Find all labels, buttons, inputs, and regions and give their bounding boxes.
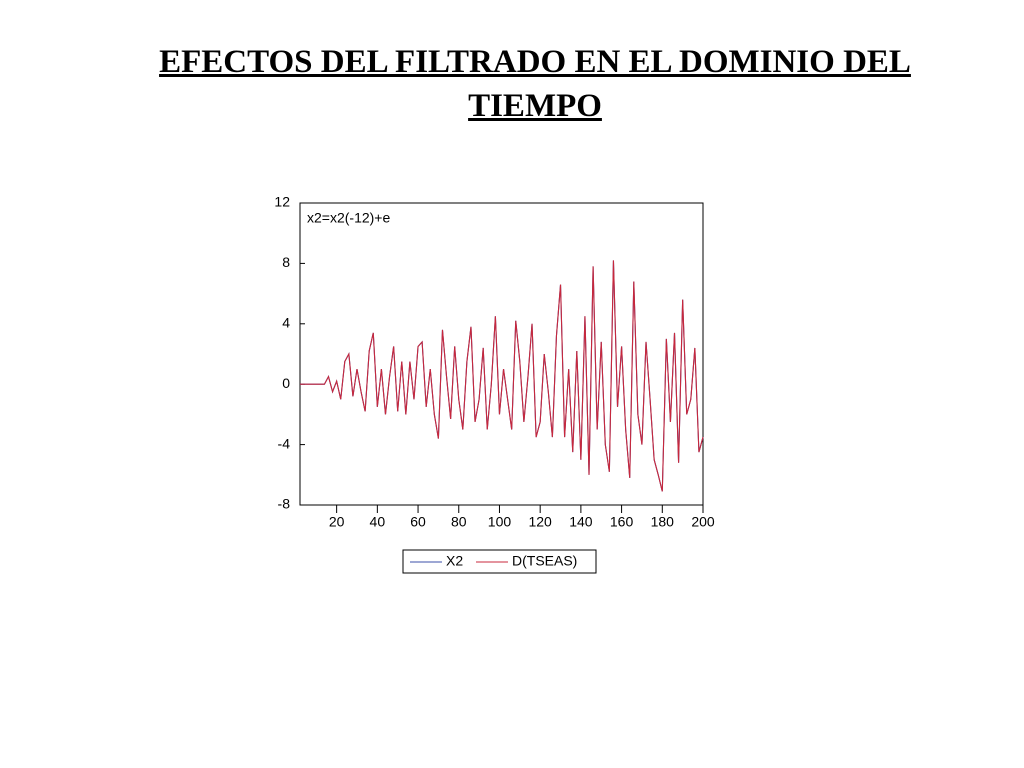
slide-title: EFECTOS DEL FILTRADO EN EL DOMINIO DEL T…: [159, 44, 911, 124]
x-tick-label: 160: [610, 514, 634, 530]
y-tick-label: 0: [282, 375, 290, 391]
y-tick-label: 12: [274, 194, 290, 210]
annotation: x2=x2(-12)+e: [307, 210, 390, 226]
x-tick-label: 60: [410, 514, 426, 530]
plot-frame: [299, 202, 704, 506]
x-tick-label: 140: [569, 514, 593, 530]
y-tick-label: 4: [282, 315, 290, 331]
x-tick-label: 180: [651, 514, 675, 530]
legend-label: D(TSEAS): [512, 553, 577, 569]
x-tick-label: 200: [691, 514, 715, 530]
y-tick-label: -8: [278, 496, 291, 512]
x-tick-label: 120: [528, 514, 552, 530]
x-tick-label: 20: [329, 514, 345, 530]
legend-box: [402, 549, 597, 574]
x-tick-label: 40: [370, 514, 386, 530]
x-tick-label: 80: [451, 514, 467, 530]
y-tick-label: -4: [278, 435, 291, 451]
y-tick-label: 8: [282, 254, 290, 270]
series-line: [300, 260, 704, 492]
series-line: [300, 260, 704, 492]
x-tick-label: 100: [488, 514, 512, 530]
legend-label: X2: [446, 553, 463, 569]
